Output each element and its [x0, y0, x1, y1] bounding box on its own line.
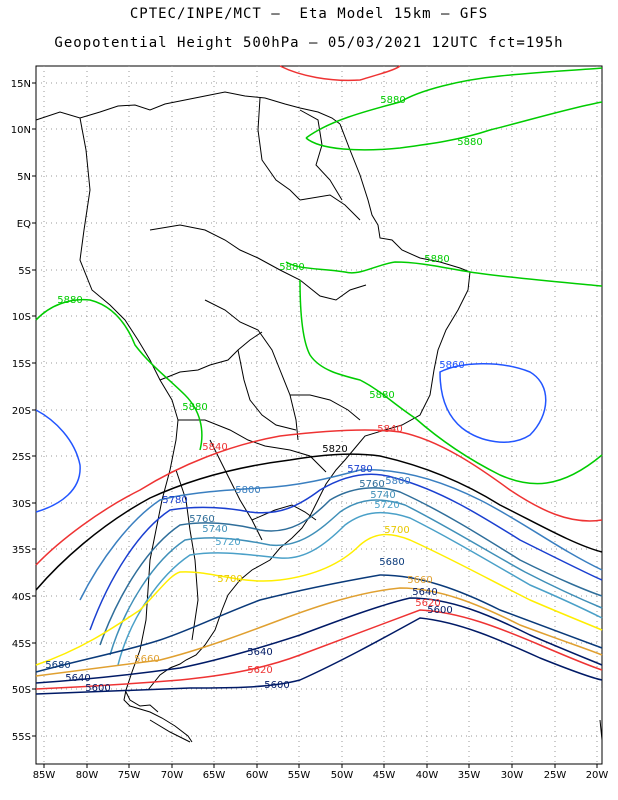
contour-label: 5660	[134, 654, 159, 665]
contour-5860	[439, 363, 547, 443]
contour-label: 5720	[215, 537, 240, 548]
lon-tick-label: 70W	[161, 770, 184, 781]
lat-tick-label: 50S	[12, 685, 31, 696]
contour-5880	[305, 101, 603, 151]
contour-label: 5740	[370, 490, 395, 501]
lat-tick-label: 40S	[12, 592, 31, 603]
contour-5640	[35, 597, 603, 684]
contour-label: 5880	[279, 262, 304, 273]
lat-tick-label: 5S	[18, 266, 31, 277]
contour-label: 5720	[374, 500, 399, 511]
lon-tick-label: 30W	[501, 770, 524, 781]
contour-label: 5860	[439, 360, 464, 371]
contour-label: 5700	[384, 525, 409, 536]
contour-label: 5780	[162, 495, 187, 506]
lat-tick-label: 30S	[12, 499, 31, 510]
lon-tick-label: 20W	[586, 770, 609, 781]
lon-tick-label: 25W	[544, 770, 567, 781]
contour-5760	[99, 487, 603, 646]
contour-label: 5840	[377, 424, 402, 435]
contour-5740	[109, 499, 603, 656]
lat-tick-label: 15N	[11, 79, 31, 90]
contour-5780	[89, 473, 603, 631]
lon-tick-label: 50W	[331, 770, 354, 781]
lat-tick-label: 10N	[11, 125, 31, 136]
lon-tick-label: 55W	[288, 770, 311, 781]
contour-5700	[35, 533, 603, 666]
contour-label: 5820	[322, 444, 347, 455]
contour-label: 5880	[182, 402, 207, 413]
contour-label: 5760	[189, 514, 214, 525]
contour-lines	[35, 65, 603, 695]
contour-label: 5600	[85, 683, 110, 694]
contour-5880	[285, 261, 603, 287]
contour-label: 5880	[424, 254, 449, 265]
contour-label: 5640	[65, 673, 90, 684]
contour-label: 5840	[202, 442, 227, 453]
contour-label: 5740	[202, 524, 227, 535]
lon-tick-label: 35W	[458, 770, 481, 781]
contour-5680	[35, 574, 603, 673]
title-line-1: CPTEC/INPE/MCT – Eta Model 15km – GFS	[129, 6, 489, 22]
lon-tick-label: 60W	[246, 770, 269, 781]
contour-label: 5640	[247, 647, 272, 658]
lon-tick-label: 45W	[373, 770, 396, 781]
lat-tick-label: 15S	[12, 359, 31, 370]
lon-tick-label: 85W	[33, 770, 56, 781]
contour-label: 5660	[407, 575, 432, 586]
contour-label: 5880	[457, 137, 482, 148]
contour-5840	[35, 429, 603, 566]
lat-tick-label: 20S	[12, 406, 31, 417]
contour-label: 5880	[380, 95, 405, 106]
lon-tick-label: 80W	[76, 770, 99, 781]
lon-tick-label: 65W	[203, 770, 226, 781]
lat-tick-label: 5N	[17, 172, 31, 183]
lat-tick-label: 35S	[12, 545, 31, 556]
contour-5600	[35, 617, 603, 695]
contour-5880	[305, 67, 603, 139]
contour-label: 5640	[412, 587, 437, 598]
contour-label: 5880	[57, 295, 82, 306]
lat-tick-label: EQ	[17, 219, 31, 230]
contour-label: 5800	[235, 485, 260, 496]
contour-label: 5780	[347, 464, 372, 475]
contour-5720	[117, 511, 603, 666]
contour-label: 5760	[359, 479, 384, 490]
title-line-2: Geopotential Height 500hPa – 05/03/2021 …	[54, 35, 564, 51]
contour-5860	[35, 409, 81, 513]
lon-tick-label: 40W	[416, 770, 439, 781]
contour-5820	[35, 453, 603, 591]
lat-tick-label: 10S	[12, 312, 31, 323]
contour-label: 5600	[264, 680, 289, 691]
lat-tick-label: 25S	[12, 452, 31, 463]
contour-label: 5700	[217, 574, 242, 585]
contour-label: 5600	[427, 605, 452, 616]
axis-ticks: 15N 10N 5N EQ 5S 10S 15S 20S 25S 30S 35S 40S 45S 50S 5…	[11, 79, 609, 781]
contour-5880	[35, 298, 203, 451]
contour-5800	[79, 469, 603, 601]
lat-tick-label: 45S	[12, 639, 31, 650]
lon-tick-label: 75W	[118, 770, 141, 781]
contour-labels: 5880 5880 5880 5880 5880 5880 5880 5860 5840 5840…	[45, 95, 482, 694]
coastlines	[35, 91, 603, 743]
contour-5660	[35, 587, 603, 677]
contour-5840	[279, 65, 401, 82]
contour-label: 5800	[385, 476, 410, 487]
contour-label: 5680	[379, 557, 404, 568]
contour-label: 5620	[415, 598, 440, 609]
contour-5880	[299, 279, 603, 485]
plot-frame	[35, 65, 603, 765]
contour-label: 5680	[45, 660, 70, 671]
contour-label: 5620	[247, 665, 272, 676]
lat-tick-label: 55S	[12, 732, 31, 743]
contour-label: 5880	[369, 390, 394, 401]
contour-5620	[35, 609, 603, 690]
